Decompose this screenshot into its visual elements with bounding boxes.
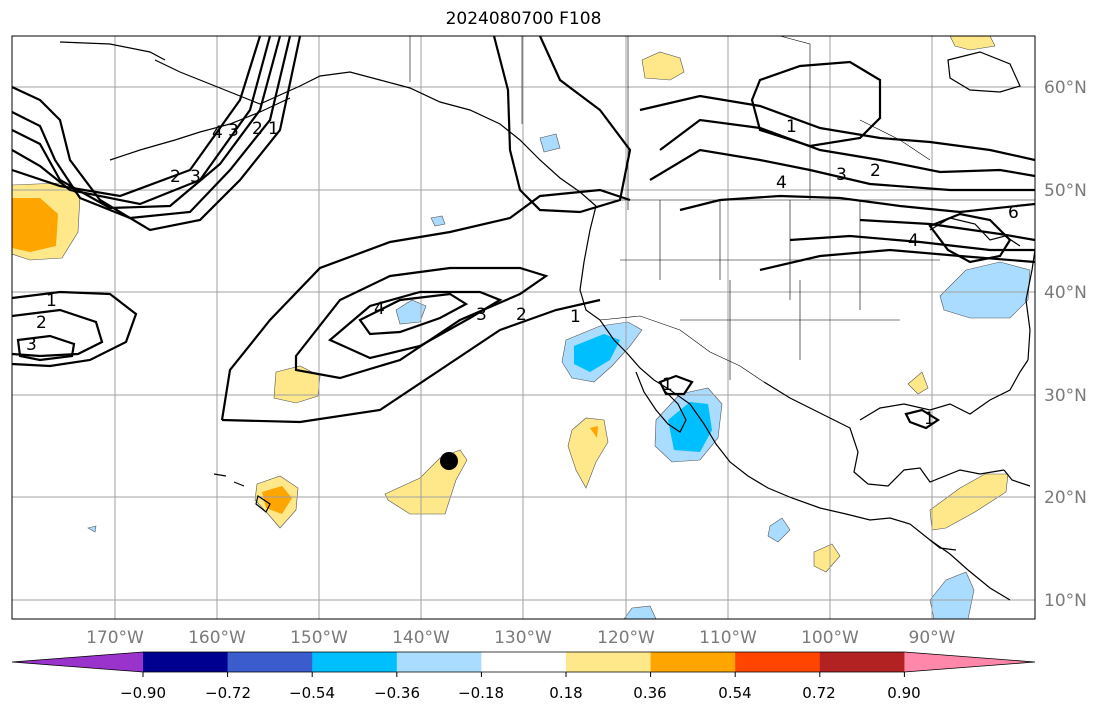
colorbar-segment <box>227 652 313 672</box>
colorbar-segment <box>481 652 567 672</box>
strong-positive-anomaly-patch <box>12 198 58 252</box>
colorbar-tick-label: 0.36 <box>633 684 666 702</box>
lat-tick-label: 30°N <box>1044 386 1087 406</box>
political-borders <box>409 36 1035 383</box>
lon-tick-label: 110°W <box>699 628 757 648</box>
lat-tick-label: 50°N <box>1044 181 1087 201</box>
colorbar-tick-label: −0.90 <box>120 684 166 702</box>
colorbar-tick-label: −0.72 <box>205 684 251 702</box>
contour-label: 2 <box>870 161 881 181</box>
contour-lines <box>12 36 1035 430</box>
gridlines <box>12 36 1035 619</box>
lon-tick-label: 140°W <box>392 628 450 648</box>
colorbar-extend-min <box>12 652 143 672</box>
colorbar-segment <box>735 652 821 672</box>
contour-label: 1 <box>570 307 581 327</box>
latitude-labels: 10°N 20°N 30°N 40°N 50°N 60°N <box>1044 78 1087 611</box>
contour-label: 2 <box>252 119 263 139</box>
colorbar-tick-label: 0.54 <box>718 684 751 702</box>
contour-label: 1 <box>924 409 935 429</box>
lon-tick-label: 120°W <box>597 628 655 648</box>
contour-label: 1 <box>268 119 279 139</box>
negative-anomaly-patch <box>87 525 97 533</box>
positive-anomaly-patch <box>641 51 685 81</box>
negative-anomaly-patch <box>929 571 975 619</box>
negative-anomaly-patch <box>939 261 1031 319</box>
colorbar-segment <box>143 652 229 672</box>
colorbar-tick-label: −0.36 <box>374 684 420 702</box>
negative-anomaly-patch <box>767 517 791 543</box>
contour-label: 3 <box>836 165 847 185</box>
lon-tick-label: 150°W <box>290 628 348 648</box>
contour-label: 1 <box>46 291 57 311</box>
positive-anomaly-patch <box>273 365 321 404</box>
lon-tick-label: 100°W <box>801 628 859 648</box>
contour-label: 4 <box>374 299 385 319</box>
contour-label: 1 <box>662 375 673 395</box>
colorbar <box>11 651 1036 677</box>
contour-label: 2 <box>36 313 47 333</box>
location-marker <box>440 452 458 470</box>
contour-label: 4 <box>776 173 787 193</box>
contour-label: 3 <box>228 121 239 141</box>
strong-negative-anomaly-patch <box>574 334 620 372</box>
colorbar-tick-label: 0.18 <box>549 684 582 702</box>
lon-tick-label: 130°W <box>494 628 552 648</box>
colorbar-extend-max <box>904 652 1035 672</box>
contour-label: 2 <box>170 167 181 187</box>
contour-label: 1 <box>786 117 797 137</box>
negative-anomaly-patch <box>623 605 657 619</box>
colorbar-tick-label: −0.54 <box>289 684 335 702</box>
contour-label: 3 <box>190 167 201 187</box>
contour-label: 6 <box>1008 203 1019 223</box>
negative-anomaly-patch <box>395 299 427 325</box>
longitude-labels: 170°W 160°W 150°W 140°W 130°W 120°W 110°… <box>86 628 956 648</box>
positive-anomaly-patch <box>813 543 841 573</box>
lon-tick-label: 160°W <box>188 628 246 648</box>
colorbar-tick-label: 0.90 <box>887 684 920 702</box>
contour-label: 2 <box>516 305 527 325</box>
lat-tick-label: 40°N <box>1044 283 1087 303</box>
positive-anomaly-patch <box>929 473 1009 531</box>
positive-anomaly-patch <box>949 36 996 51</box>
lon-tick-label: 170°W <box>86 628 144 648</box>
contour-label: 4 <box>212 123 223 143</box>
lat-tick-label: 10°N <box>1044 591 1087 611</box>
contour-label: 3 <box>26 335 37 355</box>
contour-label: 3 <box>476 305 487 325</box>
positive-anomaly-patch <box>567 417 609 489</box>
lat-tick-label: 20°N <box>1044 488 1087 508</box>
colorbar-segment <box>650 652 736 672</box>
colorbar-segment <box>566 652 652 672</box>
contour-labels: 1 2 3 4 1 2 3 4 3 2 1 1 2 3 4 6 1 1 2 3 … <box>26 117 1019 429</box>
colorbar-segment <box>312 652 398 672</box>
lat-tick-label: 60°N <box>1044 78 1087 98</box>
strong-positive-anomaly-patch <box>262 486 292 514</box>
positive-anomaly-patch <box>907 371 929 395</box>
colorbar-segment <box>819 652 905 672</box>
negative-anomaly-patch <box>539 133 561 153</box>
negative-anomaly-patch <box>430 215 446 227</box>
map-frame <box>11 35 1036 620</box>
strong-negative-anomaly-patch <box>668 402 712 452</box>
map-title: 2024080700 F108 <box>445 9 602 29</box>
lon-tick-label: 90°W <box>909 628 956 648</box>
colorbar-tick-label: −0.18 <box>458 684 504 702</box>
colorbar-labels: −0.90 −0.72 −0.54 −0.36 −0.18 0.18 0.36 … <box>120 684 921 702</box>
colorbar-segment <box>396 652 482 672</box>
colorbar-tick-label: 0.72 <box>802 684 835 702</box>
shaded-anomalies <box>12 36 1031 619</box>
strong-positive-anomaly-patch <box>590 426 598 438</box>
contour-label: 4 <box>908 231 919 251</box>
